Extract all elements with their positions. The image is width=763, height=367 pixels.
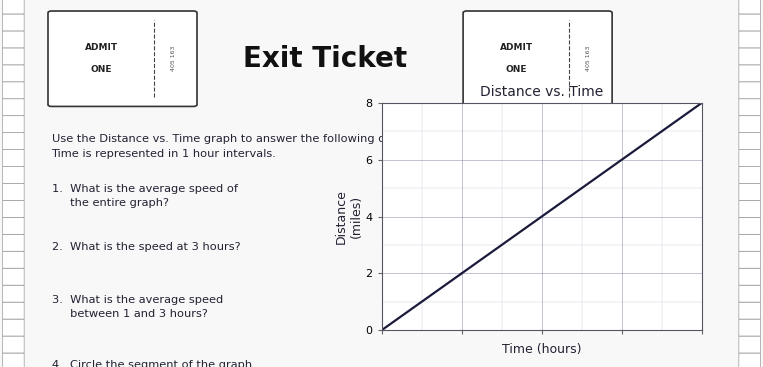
FancyBboxPatch shape bbox=[739, 200, 761, 217]
FancyBboxPatch shape bbox=[2, 116, 24, 132]
FancyBboxPatch shape bbox=[739, 82, 761, 99]
Title: Distance vs. Time: Distance vs. Time bbox=[480, 85, 604, 99]
FancyBboxPatch shape bbox=[2, 251, 24, 268]
FancyBboxPatch shape bbox=[739, 353, 761, 367]
FancyBboxPatch shape bbox=[2, 319, 24, 336]
Text: ONE: ONE bbox=[91, 65, 112, 74]
FancyBboxPatch shape bbox=[2, 65, 24, 82]
Text: 2.  What is the speed at 3 hours?: 2. What is the speed at 3 hours? bbox=[52, 242, 240, 252]
FancyBboxPatch shape bbox=[739, 235, 761, 251]
FancyBboxPatch shape bbox=[739, 268, 761, 285]
FancyBboxPatch shape bbox=[739, 14, 761, 31]
Text: 1.  What is the average speed of
     the entire graph?: 1. What is the average speed of the enti… bbox=[52, 184, 237, 207]
FancyBboxPatch shape bbox=[739, 99, 761, 116]
FancyBboxPatch shape bbox=[739, 251, 761, 268]
FancyBboxPatch shape bbox=[2, 82, 24, 99]
FancyBboxPatch shape bbox=[739, 319, 761, 336]
FancyBboxPatch shape bbox=[2, 336, 24, 353]
FancyBboxPatch shape bbox=[2, 200, 24, 217]
FancyBboxPatch shape bbox=[2, 133, 24, 150]
FancyBboxPatch shape bbox=[739, 217, 761, 234]
FancyBboxPatch shape bbox=[739, 184, 761, 200]
FancyBboxPatch shape bbox=[48, 11, 197, 106]
FancyBboxPatch shape bbox=[739, 150, 761, 167]
FancyBboxPatch shape bbox=[739, 336, 761, 353]
FancyBboxPatch shape bbox=[739, 48, 761, 65]
Text: 3.  What is the average speed
     between 1 and 3 hours?: 3. What is the average speed between 1 a… bbox=[52, 295, 223, 319]
FancyBboxPatch shape bbox=[739, 31, 761, 48]
FancyBboxPatch shape bbox=[2, 285, 24, 302]
Text: 405 163: 405 163 bbox=[171, 46, 176, 72]
FancyBboxPatch shape bbox=[463, 11, 612, 106]
FancyBboxPatch shape bbox=[2, 184, 24, 200]
Text: 405 163: 405 163 bbox=[586, 46, 591, 72]
FancyBboxPatch shape bbox=[739, 0, 761, 14]
FancyBboxPatch shape bbox=[2, 99, 24, 116]
FancyBboxPatch shape bbox=[2, 150, 24, 167]
Text: ONE: ONE bbox=[506, 65, 527, 74]
Text: Exit Ticket: Exit Ticket bbox=[243, 45, 407, 73]
FancyBboxPatch shape bbox=[739, 65, 761, 82]
FancyBboxPatch shape bbox=[739, 167, 761, 184]
X-axis label: Time (hours): Time (hours) bbox=[502, 344, 581, 356]
Y-axis label: Distance
(miles): Distance (miles) bbox=[334, 189, 362, 244]
FancyBboxPatch shape bbox=[739, 302, 761, 319]
FancyBboxPatch shape bbox=[2, 48, 24, 65]
FancyBboxPatch shape bbox=[2, 31, 24, 48]
FancyBboxPatch shape bbox=[2, 217, 24, 234]
FancyBboxPatch shape bbox=[2, 0, 24, 14]
FancyBboxPatch shape bbox=[2, 353, 24, 367]
Text: Use the Distance vs. Time graph to answer the following questions.
Time is repre: Use the Distance vs. Time graph to answe… bbox=[52, 134, 436, 159]
Text: 4.  Circle the segment of the graph
     that represent the fastest speed.: 4. Circle the segment of the graph that … bbox=[52, 360, 258, 367]
FancyBboxPatch shape bbox=[2, 235, 24, 251]
FancyBboxPatch shape bbox=[739, 116, 761, 132]
FancyBboxPatch shape bbox=[2, 302, 24, 319]
FancyBboxPatch shape bbox=[739, 133, 761, 150]
Text: ADMIT: ADMIT bbox=[85, 43, 118, 52]
FancyBboxPatch shape bbox=[2, 268, 24, 285]
FancyBboxPatch shape bbox=[739, 285, 761, 302]
FancyBboxPatch shape bbox=[2, 14, 24, 31]
Text: ADMIT: ADMIT bbox=[500, 43, 533, 52]
FancyBboxPatch shape bbox=[2, 167, 24, 184]
